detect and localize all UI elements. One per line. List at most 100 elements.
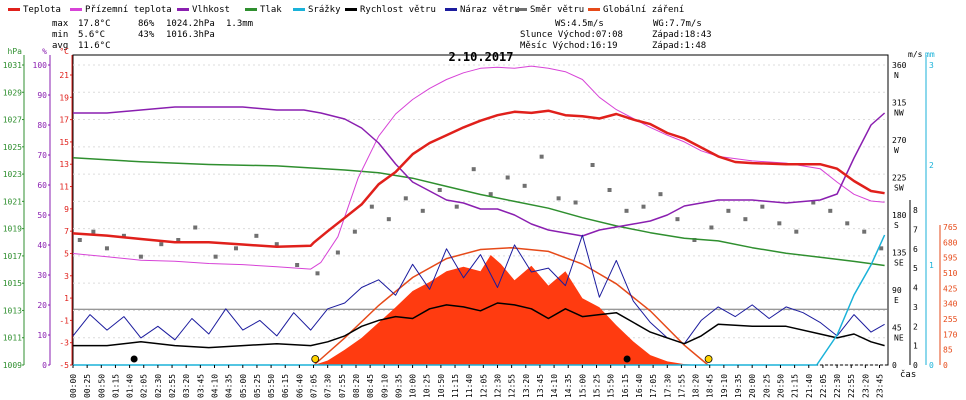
direction-point — [811, 200, 816, 205]
radiation-tick: 170 — [943, 330, 958, 339]
x-tick-label: 01:40 — [126, 374, 135, 398]
legend-swatch — [445, 8, 457, 11]
direction-point — [573, 200, 578, 205]
x-tick-label: 23:45 — [876, 374, 885, 398]
x-tick-label: 10:25 — [423, 374, 432, 398]
stats-temp: 11.6°C — [78, 41, 111, 51]
sun-rise: Slunce Východ:07:08 — [520, 30, 623, 40]
rain-tick: 2 — [929, 161, 934, 170]
direction-point — [274, 242, 279, 247]
x-tick-label: 06:15 — [281, 374, 290, 398]
temperature-tick: -5 — [59, 361, 69, 370]
pressure-tick: 1031 — [3, 61, 22, 70]
direction-point — [315, 271, 320, 276]
direction-tick: 180 — [892, 211, 907, 220]
legend-label: Teplota — [23, 5, 61, 15]
stats-rain: 1.3mm — [226, 19, 253, 29]
chart-title: 2.10.2017 — [448, 50, 513, 64]
x-tick-label: 07:05 — [310, 374, 319, 398]
series-line-Vlhkost — [73, 106, 886, 237]
stats-humidity: 86% — [138, 19, 155, 29]
legend: Teplota Přízemní teplota Vlhkost Tlak Srážky… — [8, 5, 684, 15]
series-line-Přízemní teplota — [72, 65, 885, 270]
temperature-tick: 1 — [64, 294, 69, 303]
x-tick-label: 17:55 — [677, 374, 686, 398]
x-axis-label: čas — [900, 369, 916, 380]
sunrise-marker — [311, 355, 320, 363]
direction-point — [234, 246, 238, 251]
legend-label: Směr větru — [530, 5, 584, 15]
direction-tick: 45 — [892, 324, 902, 333]
pressure-tick: 1011 — [3, 334, 22, 343]
legend-swatch — [8, 8, 20, 11]
humidity-tick: 50 — [37, 211, 47, 220]
direction-label: S — [894, 221, 899, 230]
radiation-tick: 680 — [943, 238, 958, 247]
radiation-tick: 0 — [943, 361, 948, 370]
humidity-tick: 40 — [37, 241, 47, 250]
humidity-tick: 80 — [37, 121, 47, 130]
legend-item: Globální záření — [588, 5, 684, 15]
humidity-tick: 0 — [42, 361, 47, 370]
direction-point — [386, 217, 391, 222]
direction-point — [121, 233, 126, 238]
pressure-axis-unit: hPa — [8, 47, 23, 56]
direction-point — [828, 208, 833, 213]
temperature-tick: 5 — [64, 249, 69, 258]
legend-swatch — [515, 8, 527, 11]
legend-label: Přízemní teplota — [85, 5, 172, 15]
direction-point — [104, 246, 109, 251]
x-tick-label: 19:10 — [720, 374, 729, 398]
x-tick-label: 21:40 — [805, 374, 814, 398]
radiation-tick: 765 — [943, 223, 958, 232]
temperature-tick: 13 — [59, 160, 69, 169]
series-line-Náraz větru — [72, 234, 885, 345]
wind-tick: 8 — [913, 206, 918, 215]
direction-label: NW — [894, 109, 904, 118]
wind-tick: 5 — [913, 264, 918, 273]
sun-set: Západ:18:43 — [652, 30, 712, 40]
direction-point — [213, 254, 218, 259]
wind-tick: 1 — [913, 342, 918, 351]
x-tick-label: 05:25 — [253, 374, 262, 398]
x-tick-label: 12:55 — [508, 374, 517, 398]
legend-swatch — [345, 8, 357, 11]
legend-item: Rychlost větru — [345, 5, 436, 15]
stats-pressure: 1016.3hPa — [166, 30, 215, 40]
radiation-tick: 340 — [943, 300, 958, 309]
x-tick-label: 22:30 — [833, 374, 842, 398]
legend-item: Směr větru — [515, 5, 584, 15]
direction-point — [522, 183, 527, 188]
humidity-tick: 90 — [37, 91, 47, 100]
pressure-tick: 1015 — [3, 279, 22, 288]
humidity-tick: 60 — [37, 181, 47, 190]
direction-point — [658, 192, 663, 197]
wind-tick: 7 — [913, 225, 918, 234]
x-tick-label: 14:35 — [564, 374, 573, 398]
direction-point — [692, 238, 697, 242]
direction-tick: 270 — [892, 136, 907, 145]
x-tick-label: 20:25 — [762, 374, 771, 398]
plot-area — [72, 65, 886, 366]
x-tick-label: 15:00 — [578, 374, 587, 398]
x-tick-label: 11:40 — [465, 374, 474, 398]
rain-tick: 1 — [929, 261, 934, 270]
x-tick-label: 18:45 — [706, 374, 715, 398]
stats-block: max 17.8°C 86% 1024.2hPa 1.3mm min 5.6°C 43% 101… — [52, 19, 712, 51]
temperature-tick: -1 — [59, 316, 69, 325]
x-tick-label: 00:50 — [97, 374, 106, 398]
x-tick-label: 12:30 — [493, 374, 502, 398]
direction-label: N — [894, 71, 899, 80]
temperature-tick: 3 — [64, 272, 69, 281]
x-tick-label: 20:00 — [748, 374, 757, 398]
wind-tick: 2 — [913, 322, 918, 331]
pressure-tick: 1019 — [3, 225, 22, 234]
direction-point — [675, 217, 680, 222]
direction-point — [607, 188, 612, 192]
pressure-tick: 1013 — [3, 306, 22, 315]
direction-point — [369, 204, 374, 209]
direction-tick: 0 — [892, 361, 897, 370]
humidity-axis-unit: % — [42, 47, 47, 56]
temperature-tick: 19 — [59, 93, 69, 102]
legend-swatch — [293, 8, 305, 11]
